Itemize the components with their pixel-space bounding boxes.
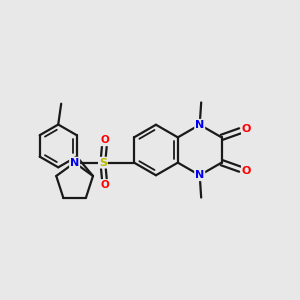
Text: O: O bbox=[100, 180, 109, 190]
Text: O: O bbox=[100, 135, 109, 145]
Text: O: O bbox=[242, 124, 251, 134]
Text: N: N bbox=[195, 170, 204, 180]
Text: N: N bbox=[195, 120, 204, 130]
Text: S: S bbox=[99, 158, 107, 168]
Text: O: O bbox=[242, 166, 251, 176]
Text: N: N bbox=[70, 158, 79, 168]
